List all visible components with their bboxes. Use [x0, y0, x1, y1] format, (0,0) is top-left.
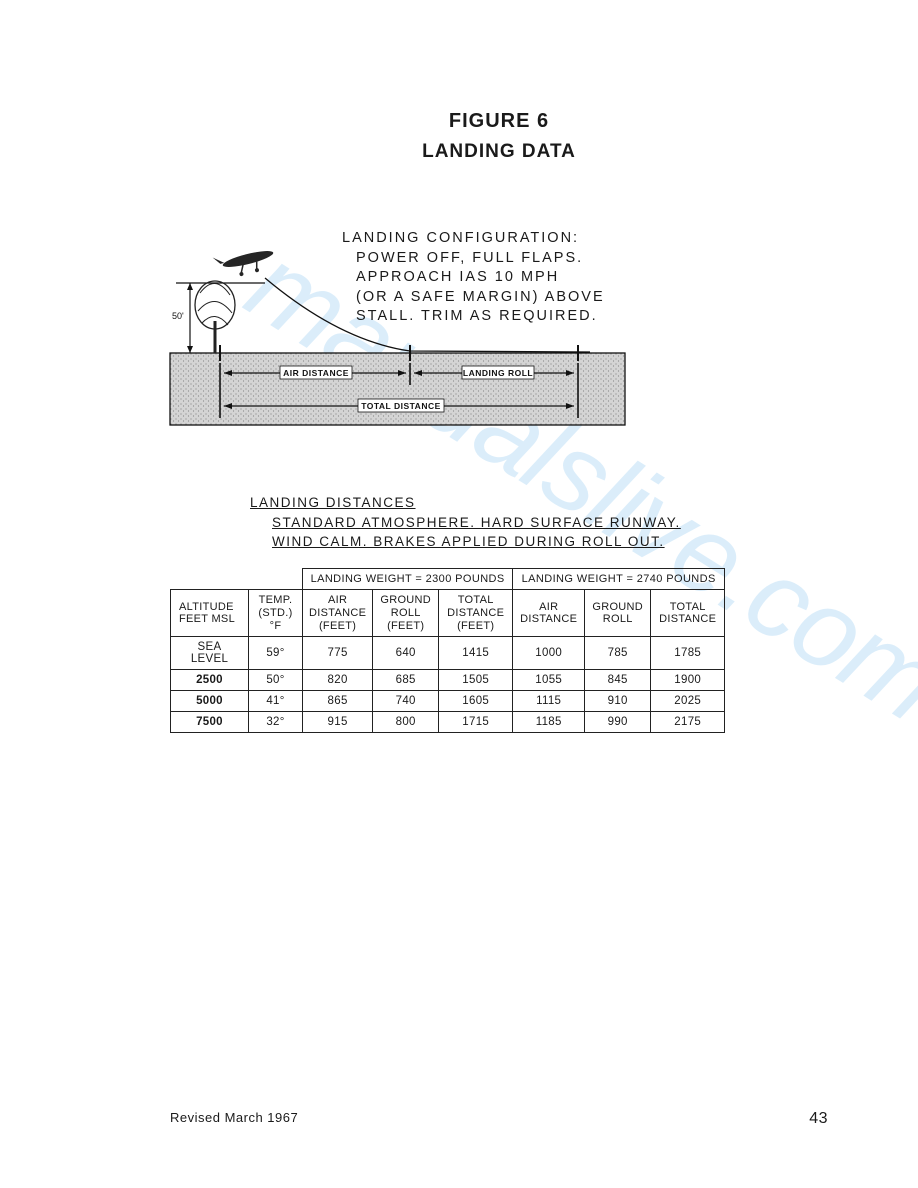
- cell-value: 2025: [651, 691, 725, 712]
- table-row: 500041°865740160511159102025: [171, 691, 725, 712]
- cell-value: 1055: [513, 670, 585, 691]
- cell-altitude: 5000: [171, 691, 249, 712]
- cell-value: 845: [585, 670, 651, 691]
- config-line: POWER OFF, FULL FLAPS.: [356, 249, 605, 269]
- cell-value: 1115: [513, 691, 585, 712]
- table-column-header: GROUNDROLL(FEET): [373, 590, 439, 637]
- cell-value: 915: [303, 712, 373, 733]
- page-footer: Revised March 1967 43: [170, 1110, 828, 1128]
- table-column-header: TOTALDISTANCE: [651, 590, 725, 637]
- revised-date: Revised March 1967: [170, 1110, 298, 1128]
- table-row: SEALEVEL59°775640141510007851785: [171, 637, 725, 670]
- cell-value: 785: [585, 637, 651, 670]
- table-column-header: AIRDISTANCE: [513, 590, 585, 637]
- cell-value: 1415: [439, 637, 513, 670]
- cell-value: 800: [373, 712, 439, 733]
- cell-value: 1715: [439, 712, 513, 733]
- cell-altitude: 2500: [171, 670, 249, 691]
- cell-value: 1185: [513, 712, 585, 733]
- airplane-icon: [213, 243, 277, 282]
- cell-altitude: SEALEVEL: [171, 637, 249, 670]
- cell-value: 1785: [651, 637, 725, 670]
- cell-value: 910: [585, 691, 651, 712]
- table-column-header: AIRDISTANCE(FEET): [303, 590, 373, 637]
- cell-value: 990: [585, 712, 651, 733]
- tree-icon: [195, 281, 235, 353]
- cell-value: 1505: [439, 670, 513, 691]
- cell-value: 1000: [513, 637, 585, 670]
- config-line: STALL. TRIM AS REQUIRED.: [356, 307, 605, 327]
- landing-roll-label: LANDING ROLL: [463, 368, 533, 378]
- table-row: 250050°820685150510558451900: [171, 670, 725, 691]
- obstacle-height-label: 50': [172, 311, 184, 321]
- cell-value: 1605: [439, 691, 513, 712]
- table-column-header: GROUNDROLL: [585, 590, 651, 637]
- diagram-row: 50': [170, 223, 828, 453]
- config-line: APPROACH IAS 10 MPH: [356, 268, 605, 288]
- page: FIGURE 6 LANDING DATA: [0, 0, 918, 1188]
- cell-value: 59°: [249, 637, 303, 670]
- table-row: 750032°915800171511859902175: [171, 712, 725, 733]
- table-column-header: ALTITUDEFEET MSL: [171, 590, 249, 637]
- config-heading: LANDING CONFIGURATION:: [342, 229, 605, 249]
- cell-altitude: 7500: [171, 712, 249, 733]
- table-column-header: TEMP.(STD.)°F: [249, 590, 303, 637]
- caption-line-1: LANDING DISTANCES: [250, 495, 416, 510]
- cell-value: 640: [373, 637, 439, 670]
- cell-value: 775: [303, 637, 373, 670]
- config-line: (OR A SAFE MARGIN) ABOVE: [356, 288, 605, 308]
- cell-value: 820: [303, 670, 373, 691]
- figure-title: FIGURE 6: [170, 110, 828, 133]
- cell-value: 2175: [651, 712, 725, 733]
- cell-value: 1900: [651, 670, 725, 691]
- cell-value: 41°: [249, 691, 303, 712]
- table-group-header-2300: LANDING WEIGHT = 2300 POUNDS: [303, 568, 513, 590]
- cell-value: 740: [373, 691, 439, 712]
- total-distance-label: TOTAL DISTANCE: [361, 401, 441, 411]
- page-number: 43: [809, 1110, 828, 1128]
- landing-configuration-text: LANDING CONFIGURATION: POWER OFF, FULL F…: [330, 223, 605, 327]
- conditions-caption: LANDING DISTANCES STANDARD ATMOSPHERE. H…: [250, 493, 828, 552]
- table-column-header: TOTALDISTANCE(FEET): [439, 590, 513, 637]
- figure-subtitle: LANDING DATA: [170, 141, 828, 163]
- cell-value: 50°: [249, 670, 303, 691]
- caption-line-2: STANDARD ATMOSPHERE. HARD SURFACE RUNWAY…: [272, 515, 681, 530]
- caption-line-3: WIND CALM. BRAKES APPLIED DURING ROLL OU…: [272, 534, 665, 549]
- cell-value: 32°: [249, 712, 303, 733]
- table-group-header-2740: LANDING WEIGHT = 2740 POUNDS: [513, 568, 725, 590]
- cell-value: 865: [303, 691, 373, 712]
- cell-value: 685: [373, 670, 439, 691]
- landing-distance-table: LANDING WEIGHT = 2300 POUNDSLANDING WEIG…: [170, 568, 725, 734]
- air-distance-label: AIR DISTANCE: [283, 368, 349, 378]
